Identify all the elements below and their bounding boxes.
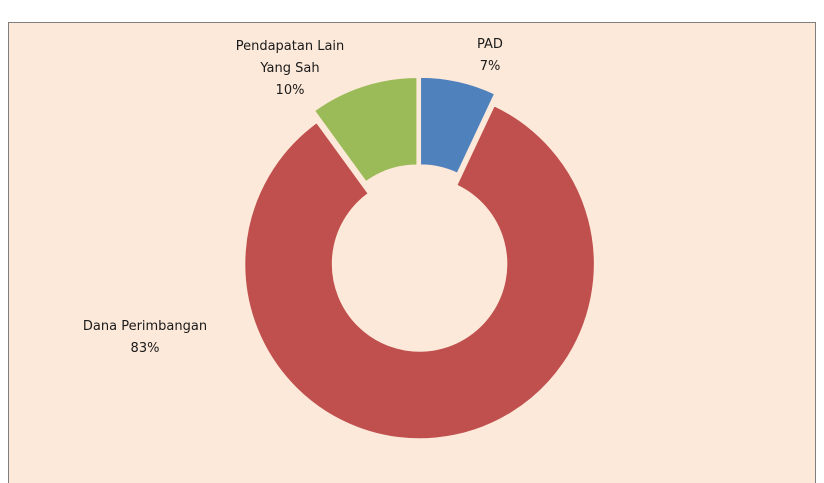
donut-slice (243, 104, 596, 440)
value-label: 7% (479, 59, 501, 74)
category-label: PAD (477, 37, 503, 52)
category-label: Pendapatan Lain Yang Sah (235, 39, 345, 76)
donut-slice (419, 76, 496, 175)
value-label: 10% (275, 83, 305, 98)
slice-label: Dana Perimbangan 83% (45, 316, 245, 360)
donut-slice (313, 76, 418, 183)
category-label: Dana Perimbangan (82, 319, 208, 334)
value-label: 83% (130, 341, 160, 356)
slice-label: PAD 7% (450, 34, 530, 78)
slice-label: Pendapatan Lain Yang Sah 10% (210, 36, 370, 102)
